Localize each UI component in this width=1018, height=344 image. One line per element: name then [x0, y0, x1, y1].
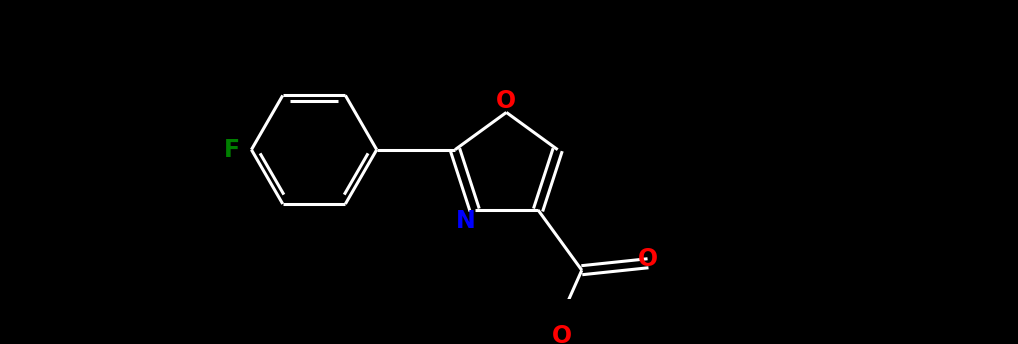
Text: N: N: [456, 209, 475, 233]
Text: O: O: [638, 247, 658, 271]
Text: F: F: [224, 138, 240, 162]
Text: O: O: [552, 324, 572, 344]
Text: O: O: [497, 89, 516, 113]
